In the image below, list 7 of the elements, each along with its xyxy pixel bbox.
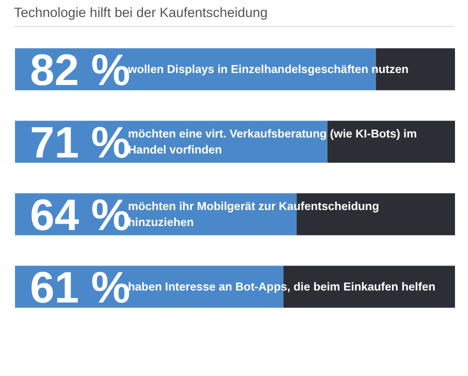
data-label: 61 % [30,264,130,313]
data-label: 64 % [30,191,130,240]
chart-title: Technologie hilft bei der Kaufentscheidung [14,5,268,20]
bar [327,120,455,163]
data-label: 82 % [30,46,130,96]
data-label: 71 % [30,118,130,168]
y-tick-label: möchten eine virt. Verkaufsberatung (wie KI-Bots) im Handel vorfinden [128,128,417,157]
